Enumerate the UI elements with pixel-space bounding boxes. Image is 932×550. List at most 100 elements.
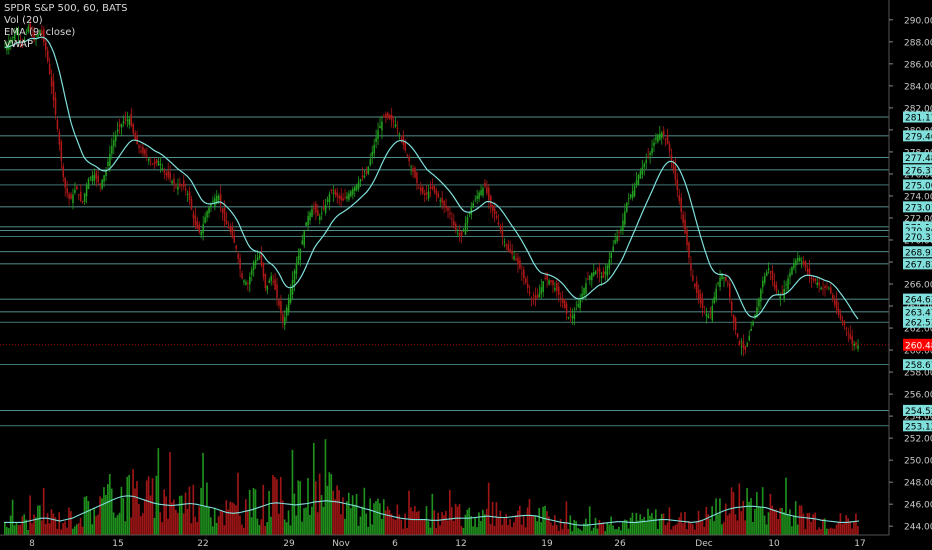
ema-line — [4, 36, 859, 320]
candle-body — [390, 114, 393, 121]
volume-bar — [824, 518, 826, 535]
volume-bar — [818, 527, 820, 535]
volume-bar — [342, 497, 344, 535]
candle-body — [124, 118, 127, 121]
volume-bar — [470, 516, 473, 535]
candle-body — [97, 176, 100, 183]
volume-bar — [400, 519, 403, 535]
candle-body — [31, 34, 33, 36]
candle-body — [676, 179, 679, 191]
candle-body — [324, 204, 327, 213]
candle-body — [523, 269, 525, 279]
candle-body — [641, 167, 644, 175]
volume-bar — [421, 518, 424, 535]
candle-body — [56, 119, 59, 130]
volume-bar — [810, 521, 813, 535]
candle-body — [377, 130, 379, 139]
candle-body — [579, 298, 581, 309]
level-price-tag — [903, 130, 932, 142]
volume-bar — [783, 511, 785, 535]
candle-body — [826, 286, 828, 288]
candle-body — [311, 208, 313, 217]
vwap-indicator-label[interactable]: VWAP — [4, 39, 34, 50]
volume-bar — [600, 523, 603, 535]
candle-body — [793, 262, 795, 269]
volume-bar — [427, 521, 430, 535]
candle-body — [762, 280, 764, 288]
ema-indicator-label[interactable]: EMA (9, close) — [4, 27, 76, 38]
time-tick-label: 29 — [283, 539, 295, 549]
candle-body — [336, 192, 339, 197]
level-price-tag — [903, 111, 932, 123]
volume-bar — [9, 515, 12, 535]
volume-bar — [441, 512, 443, 535]
volume-bar — [445, 510, 447, 535]
volume-bar — [596, 528, 599, 535]
candle-body — [231, 227, 234, 238]
candle-body — [697, 290, 700, 299]
candle-body — [606, 265, 609, 276]
candle-body — [789, 272, 791, 277]
candle-body — [624, 211, 626, 225]
volume-bar — [631, 512, 634, 535]
volume-bar — [349, 508, 352, 535]
volume-bar — [46, 513, 49, 535]
volume-bar — [674, 525, 677, 535]
candle-body — [723, 277, 725, 279]
volume-bar — [340, 514, 342, 535]
candle-body — [462, 229, 465, 231]
volume-bar — [843, 521, 846, 535]
candle-body — [93, 174, 96, 181]
candle-body — [272, 281, 274, 283]
volume-bar — [285, 522, 288, 535]
volume-bar — [72, 528, 74, 535]
candle-body — [841, 320, 844, 323]
volume-bar — [849, 521, 851, 535]
volume-bar — [161, 522, 164, 535]
volume-bar — [616, 529, 618, 535]
volume-bar — [787, 514, 789, 535]
volume-bar — [17, 525, 20, 535]
volume-bar — [618, 526, 620, 535]
volume-bar — [433, 510, 436, 535]
candle-body — [715, 288, 717, 300]
volume-bar — [155, 475, 158, 535]
candle-body — [359, 179, 362, 182]
volume-bar — [318, 473, 321, 535]
volume-bar — [855, 513, 857, 535]
volume-bar — [198, 506, 200, 535]
candle-body — [404, 142, 407, 151]
candle-body — [699, 294, 702, 304]
candle-body — [66, 188, 68, 194]
candle-body — [736, 333, 739, 338]
candle-body — [194, 215, 197, 226]
level-price-label: 258.67 — [905, 361, 932, 371]
volume-bar — [452, 520, 455, 535]
volume-indicator-label[interactable]: Vol (20) — [4, 15, 43, 26]
candle-body — [83, 193, 86, 202]
candle-body — [491, 205, 494, 211]
volume-bar — [645, 520, 647, 535]
volume-bar — [62, 523, 64, 535]
price-tick-label: 286.00 — [904, 60, 932, 70]
candle-body — [742, 340, 745, 349]
candle-body — [820, 287, 822, 290]
volume-bar — [688, 521, 690, 535]
candle-body — [21, 42, 24, 44]
candle-body — [672, 160, 675, 170]
symbol-title[interactable]: SPDR S&P 500, 60, BATS — [4, 3, 128, 14]
candle-body — [709, 314, 712, 316]
volume-bar — [670, 529, 673, 535]
volume-bar — [68, 507, 70, 535]
volume-bar — [110, 488, 113, 535]
volume-bar — [466, 509, 469, 535]
candle-body — [631, 190, 634, 199]
candle-body — [734, 317, 737, 330]
volume-bar — [414, 506, 416, 535]
candle-body — [855, 342, 857, 345]
volume-bar — [4, 522, 6, 535]
volume-bar — [730, 487, 733, 535]
volume-bar — [588, 506, 591, 535]
volume-bar — [83, 497, 86, 535]
